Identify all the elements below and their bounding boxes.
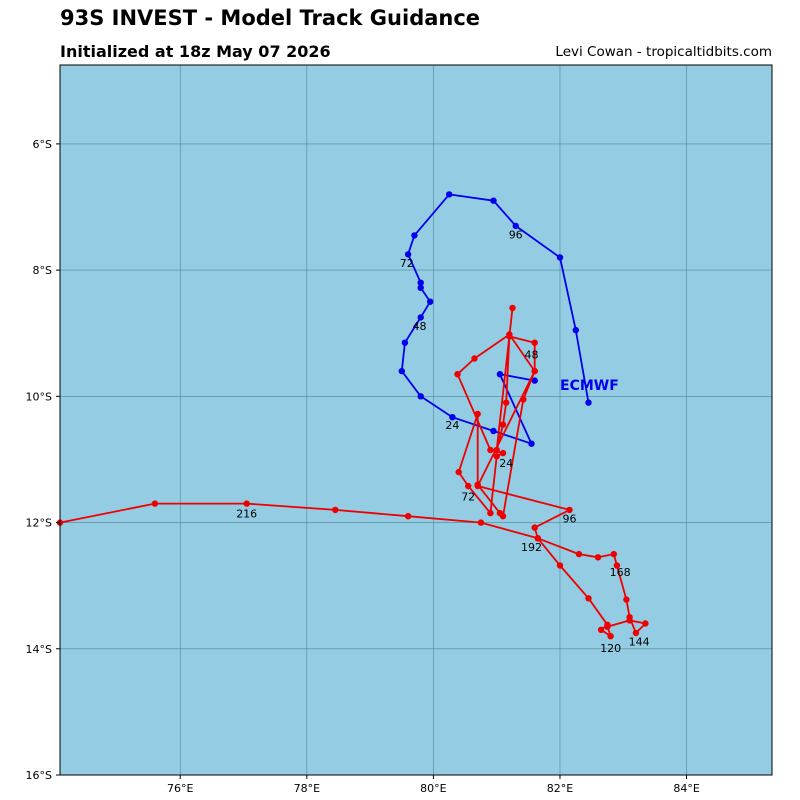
track-point [626,614,633,621]
track-point [604,623,611,630]
credit-text: Levi Cowan - tropicaltidbits.com [555,44,772,60]
track-point [613,562,621,569]
track-point [474,410,481,418]
forecast-hour-label: 144 [629,636,650,649]
track-point [642,620,649,627]
track-point [520,396,527,403]
lon-tick-label: 78°E [294,782,320,795]
track-point [556,562,564,569]
track-point [411,232,418,239]
track-point [556,254,564,261]
model-name-label: ECMWF [560,378,619,394]
chart-title: 93S INVEST - Model Track Guidance [60,6,481,30]
track-point [534,535,541,542]
forecast-hour-label: 216 [236,508,257,521]
track-gfs: 24 48 72 96 120 144 168 192 216 [56,304,650,655]
lon-tick-label: 82°E [547,782,573,795]
lat-tick-label: 10°S [26,390,52,403]
lat-tick-label: 16°S [26,769,52,782]
track-point [531,524,538,531]
track-point [531,377,538,384]
track-point [487,509,494,517]
track-point [417,393,424,400]
track-point [496,509,504,517]
track-point [474,482,481,490]
track-point [490,197,497,204]
track-point [531,339,538,346]
track-point [509,304,516,312]
track-point [446,191,453,198]
track-point [531,367,538,375]
forecast-hour-label: 72 [400,257,414,270]
track-point [487,446,494,454]
forecast-hour-label: 24 [499,457,513,470]
track-point [471,355,478,362]
track-point [594,554,602,561]
track-point [512,222,519,230]
track-point [427,298,434,305]
track-point [575,550,583,558]
forecast-hour-label: 48 [413,320,427,333]
lat-tick-label: 12°S [26,517,52,530]
forecast-hour-label: 72 [461,491,475,504]
track-point [332,506,339,514]
forecast-hour-label: 192 [521,541,542,554]
track-line [400,193,590,445]
forecast-hour-label: 24 [445,419,459,432]
track-point [493,453,500,460]
track-point [401,339,409,346]
track-point [597,626,605,633]
track-point [243,500,250,507]
model-tracks: 24 48 72 96 ECMWF 24 48 72 96 120 144 168 192 216 [56,191,650,655]
forecast-hour-label: 96 [563,513,577,526]
track-point [528,440,535,447]
lat-tick-label: 6°S [33,138,52,151]
track-point [477,519,485,526]
track-ecmwf: 24 48 72 96 ECMWF [398,191,619,447]
track-point [455,468,462,476]
map-frame [59,64,773,776]
track-point [503,399,510,406]
ocean-background [60,65,772,775]
lat-tick-label: 8°S [33,264,52,277]
forecast-hour-label: 120 [600,642,621,655]
track-point [151,500,159,507]
track-point [404,513,412,520]
track-point [499,449,507,457]
track-point [623,596,630,603]
track-point [417,314,424,321]
lon-tick-label: 80°E [420,782,446,795]
track-point [585,595,592,602]
forecast-hour-label: 168 [610,566,631,579]
forecast-hour-label: 96 [509,229,523,242]
track-point [506,331,513,338]
track-line [59,307,647,638]
track-point [417,284,424,291]
lat-tick-label: 14°S [26,643,52,656]
track-point [417,279,424,286]
track-point [607,633,614,640]
track-point [454,371,461,378]
lon-tick-label: 84°E [673,782,699,795]
track-point [585,399,592,406]
track-point [398,367,405,375]
track-point [572,326,579,334]
forecast-hour-label: 48 [525,349,539,362]
lon-tick-label: 76°E [167,782,193,795]
track-point [610,550,617,558]
track-point [493,446,500,454]
track-point [404,251,412,258]
track-point [632,629,640,637]
track-point [449,414,456,421]
track-point [566,506,573,514]
chart-subtitle: Initialized at 18z May 07 2026 [60,42,331,61]
axis-ticks: 76°E 78°E 80°E 82°E 84°E 6°S 8°S 10°S 12°S 14°S 16… [26,138,700,795]
track-point [496,371,504,378]
track-point [499,421,507,428]
track-point [490,427,497,435]
track-point [465,482,472,490]
